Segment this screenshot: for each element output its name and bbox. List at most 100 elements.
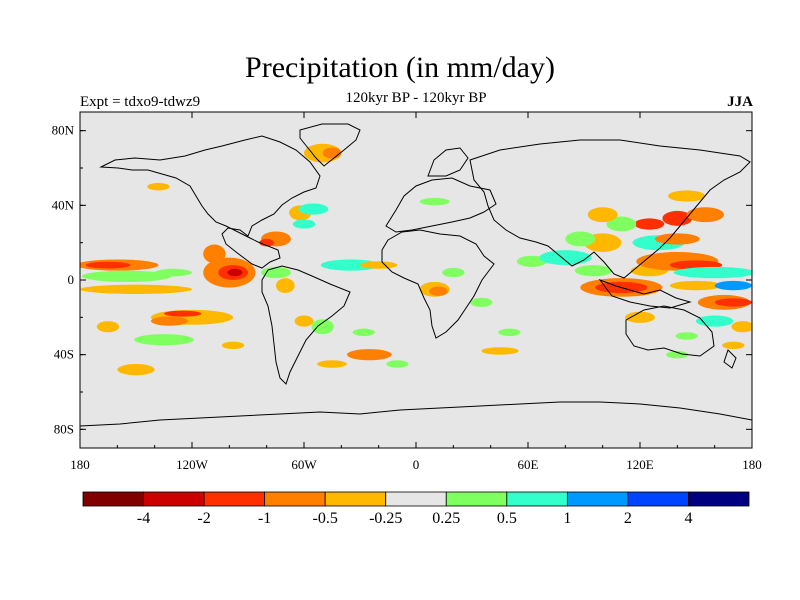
anomaly-region (654, 233, 700, 245)
anomaly-region (539, 250, 592, 266)
colorbar-swatch (627, 491, 689, 507)
colorbar-label: -2 (197, 510, 210, 527)
experiment-label: Expt = tdxo9-tdwz9 (80, 94, 201, 110)
anomaly-region (292, 219, 316, 229)
anomaly-region (662, 210, 693, 226)
colorbar: -4 -2 -1 -0.5 -0.25 0.25 0.5 1 2 4 (82, 491, 750, 527)
anomaly-region (722, 341, 745, 350)
coast-scandinavia (427, 147, 469, 177)
anomaly-region (352, 328, 375, 336)
anomaly-region (714, 298, 752, 307)
anomaly-region (442, 267, 465, 278)
anomaly-region (294, 315, 314, 327)
anomaly-region (203, 244, 226, 264)
anomaly-region (675, 332, 698, 340)
colorbar-label: -0.5 (313, 510, 338, 527)
anomaly-region (81, 270, 172, 282)
anomaly-region (714, 280, 752, 291)
colorbar-label: -0.25 (369, 510, 402, 527)
anomaly-region (669, 280, 723, 291)
anomaly-region (150, 316, 189, 326)
anomaly-region (516, 255, 547, 267)
y-tick-label: 40S (54, 347, 74, 362)
coast-north-america (99, 135, 321, 269)
anomaly-region (696, 315, 734, 327)
y-tick-label: 80N (52, 123, 75, 138)
anomaly-region (360, 261, 398, 269)
y-tick-label: 40N (52, 197, 75, 212)
anomaly-region (117, 364, 155, 376)
anomaly-region (606, 216, 637, 232)
anomaly-region (634, 218, 665, 230)
x-tick-label: 120W (176, 457, 209, 472)
anomaly-region (221, 341, 245, 350)
coast-south-america (261, 265, 351, 385)
anomaly-region (686, 207, 724, 223)
colorbar-swatch (143, 491, 205, 507)
anomaly-region (80, 284, 192, 295)
anomaly-region (625, 311, 655, 323)
x-tick-label: 60W (291, 457, 317, 472)
season-label: JJA (727, 94, 753, 110)
anomaly-region (419, 197, 450, 206)
anomaly-region (261, 266, 291, 279)
colorbar-label: -1 (258, 510, 271, 527)
anomaly-region (227, 268, 243, 277)
y-tick-label: 80S (54, 421, 74, 436)
colorbar-label: 1 (563, 510, 571, 527)
anomaly-region (498, 328, 521, 336)
colorbar-swatch (264, 491, 326, 507)
anomaly-region (85, 261, 131, 269)
y-axis: 80N 40N 0 40S 80S (52, 123, 752, 436)
anomaly-region (311, 319, 334, 335)
colorbar-swatch (506, 491, 568, 507)
coast-indonesia (598, 278, 692, 309)
x-tick-label: 0 (413, 457, 420, 472)
anomaly-region (386, 360, 409, 368)
colorbar-swatch (82, 491, 144, 507)
map-subtitle: 120kyr BP - 120kyr BP (345, 90, 487, 106)
anomaly-region (481, 347, 519, 355)
anomaly-region (429, 286, 448, 296)
coast-new-zealand (723, 349, 737, 369)
x-axis: 180 120W 60W 0 60E 120E 180 (70, 112, 762, 472)
anomaly-region (574, 265, 612, 277)
colorbar-label: 0.5 (497, 510, 517, 527)
anomaly-region (134, 334, 194, 346)
anomaly-region (470, 297, 493, 308)
colorbar-swatch (203, 491, 266, 507)
y-tick-label: 0 (68, 272, 75, 287)
colorbar-swatch (324, 491, 387, 507)
coast-antarctica (80, 401, 752, 427)
anomaly-region (731, 321, 752, 333)
anomaly-region (154, 268, 192, 277)
colorbar-swatch (385, 491, 447, 507)
x-tick-label: 180 (742, 457, 762, 472)
colorbar-label: 0.25 (432, 510, 460, 527)
colorbar-label: 4 (684, 510, 692, 527)
x-tick-label: 120E (626, 457, 654, 472)
anomaly-region (668, 190, 706, 202)
anomaly-layer (80, 143, 752, 376)
map-background (80, 112, 752, 448)
coast-greenland (299, 123, 361, 167)
anomaly-region (298, 203, 329, 215)
coast-australia (625, 305, 715, 357)
anomaly-region (317, 360, 347, 368)
x-tick-label: 60E (518, 457, 539, 472)
anomaly-region (276, 278, 295, 294)
anomaly-region (164, 310, 202, 317)
coast-asia (469, 139, 751, 279)
colorbar-swatch (688, 491, 750, 507)
coast-europe (385, 177, 497, 233)
coastlines (80, 123, 752, 427)
anomaly-region (320, 259, 381, 271)
map-title: Precipitation (in mm/day) (245, 51, 555, 84)
anomaly-region (96, 321, 120, 333)
coast-africa (381, 229, 495, 339)
anomaly-region (322, 147, 342, 159)
anomaly-region (259, 238, 275, 247)
anomaly-region (147, 182, 170, 191)
colorbar-swatch (566, 491, 629, 507)
x-tick-label: 180 (70, 457, 90, 472)
